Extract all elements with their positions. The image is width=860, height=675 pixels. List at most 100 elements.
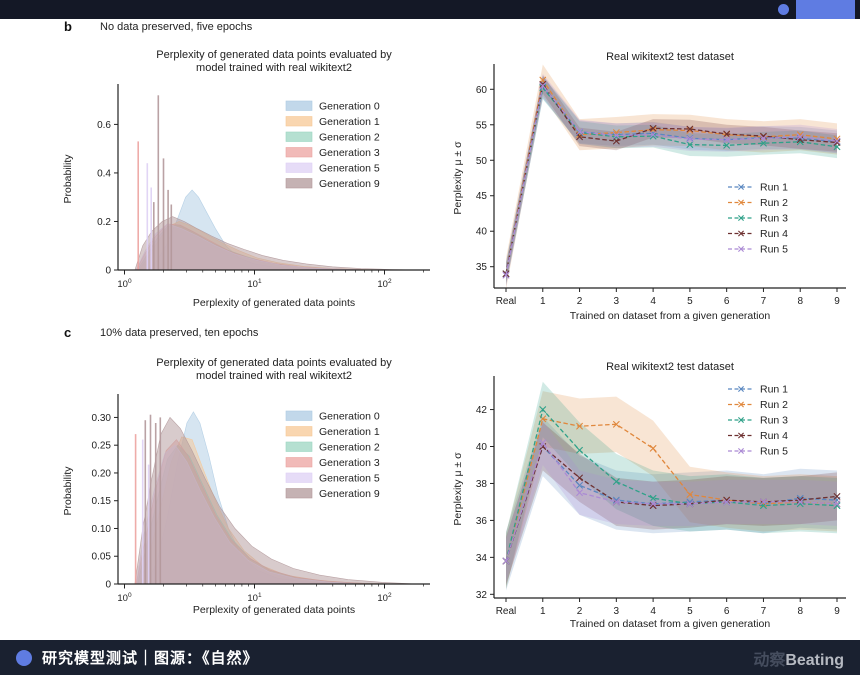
svg-text:Trained on dataset from a give: Trained on dataset from a given generati… — [570, 618, 771, 630]
hist_b-svg: 100 101 102 Perplexity of generated data po… — [62, 49, 430, 309]
svg-text:Run 2: Run 2 — [760, 197, 788, 209]
svg-text:38: 38 — [476, 479, 488, 490]
svg-text:4: 4 — [650, 606, 656, 617]
svg-text:0.25: 0.25 — [92, 441, 112, 452]
svg-text:7: 7 — [761, 606, 767, 617]
svg-text:Run 3: Run 3 — [760, 415, 788, 427]
svg-text:Trained on dataset from a give: Trained on dataset from a given generati… — [570, 310, 771, 322]
svg-text:0.05: 0.05 — [92, 552, 112, 563]
line-chart-panel-b: Real 1 2 3 4 5 6 7 8 9 Real wikitext2 test dataset… — [448, 46, 860, 324]
svg-text:5: 5 — [687, 296, 693, 307]
svg-text:0.4: 0.4 — [97, 168, 111, 179]
svg-text:9: 9 — [834, 296, 840, 307]
panel-b-subtitle: No data preserved, five epochs — [100, 21, 253, 33]
svg-text:3: 3 — [614, 606, 620, 617]
svg-text:0: 0 — [105, 580, 111, 591]
svg-text:Generation 0: Generation 0 — [319, 101, 380, 113]
svg-text:100: 100 — [117, 592, 132, 604]
svg-text:36: 36 — [476, 516, 488, 527]
svg-text:42: 42 — [476, 405, 488, 416]
svg-text:model trained with real wikite: model trained with real wikitext2 — [196, 62, 352, 74]
svg-text:Perplexity of generated data p: Perplexity of generated data points — [193, 297, 355, 309]
svg-text:100: 100 — [117, 278, 132, 290]
svg-text:Generation 1: Generation 1 — [319, 116, 380, 128]
svg-text:3: 3 — [614, 296, 620, 307]
hist_c-svg: 100 101 102 Perplexity of generated data po… — [62, 357, 430, 616]
brand-watermark: 动察Beating — [753, 646, 844, 670]
svg-text:60: 60 — [476, 85, 488, 96]
svg-text:Perplexity μ ± σ: Perplexity μ ± σ — [452, 452, 464, 526]
svg-text:102: 102 — [377, 592, 392, 604]
svg-text:9: 9 — [834, 606, 840, 617]
svg-text:7: 7 — [761, 296, 767, 307]
svg-text:6: 6 — [724, 296, 730, 307]
svg-text:0.20: 0.20 — [92, 468, 112, 479]
svg-text:Real: Real — [496, 296, 517, 307]
svg-text:34: 34 — [476, 553, 488, 564]
svg-text:Run 4: Run 4 — [760, 228, 788, 240]
svg-text:40: 40 — [476, 442, 488, 453]
svg-text:2: 2 — [577, 296, 583, 307]
svg-text:Generation 2: Generation 2 — [319, 132, 380, 144]
svg-text:model trained with real wikite: model trained with real wikitext2 — [196, 370, 352, 382]
svg-text:Run 4: Run 4 — [760, 430, 788, 442]
svg-text:40: 40 — [476, 227, 488, 238]
brand-en: Beating — [785, 651, 844, 669]
histogram-panel-b: 100 101 102 Perplexity of generated data po… — [58, 46, 440, 324]
svg-text:Run 1: Run 1 — [760, 384, 788, 396]
svg-text:0.6: 0.6 — [97, 120, 111, 131]
header-dot-icon — [778, 4, 789, 15]
svg-text:Run 5: Run 5 — [760, 446, 788, 458]
svg-text:102: 102 — [377, 278, 392, 290]
svg-text:35: 35 — [476, 262, 488, 273]
header-pill — [796, 0, 855, 19]
brand-cn: 动察 — [753, 651, 786, 669]
svg-text:Perplexity μ ± σ: Perplexity μ ± σ — [452, 141, 464, 215]
caption-text: 研究模型测试｜图源：《自然》 — [42, 650, 259, 667]
svg-text:45: 45 — [476, 191, 488, 202]
svg-text:101: 101 — [247, 592, 262, 604]
caption-bar: 研究模型测试｜图源：《自然》 动察Beating — [0, 640, 860, 675]
line-chart-panel-c: Real 1 2 3 4 5 6 7 8 9 Real wikitext2 test dataset… — [448, 356, 860, 634]
svg-text:0.30: 0.30 — [92, 413, 112, 424]
svg-text:Real: Real — [496, 606, 517, 617]
svg-text:Generation 5: Generation 5 — [319, 163, 380, 175]
panel-c-label: c — [64, 325, 72, 340]
svg-text:Probability: Probability — [62, 154, 74, 204]
svg-text:Run 5: Run 5 — [760, 244, 788, 256]
svg-text:0: 0 — [105, 266, 111, 277]
svg-text:6: 6 — [724, 606, 730, 617]
svg-text:Real wikitext2 test dataset: Real wikitext2 test dataset — [606, 51, 734, 63]
svg-text:5: 5 — [687, 606, 693, 617]
svg-text:0.15: 0.15 — [92, 496, 112, 507]
svg-text:Perplexity of generated data p: Perplexity of generated data points eval… — [156, 357, 392, 369]
svg-text:8: 8 — [797, 296, 803, 307]
svg-text:0.2: 0.2 — [97, 217, 111, 228]
svg-text:50: 50 — [476, 156, 488, 167]
svg-text:Run 3: Run 3 — [760, 213, 788, 225]
svg-text:32: 32 — [476, 590, 488, 601]
svg-text:Generation 2: Generation 2 — [319, 442, 380, 454]
svg-text:101: 101 — [247, 278, 262, 290]
panel-b-label: b — [64, 19, 72, 34]
svg-text:Generation 9: Generation 9 — [319, 178, 380, 190]
svg-text:Run 2: Run 2 — [760, 399, 788, 411]
svg-text:Run 1: Run 1 — [760, 182, 788, 194]
caption-bullet-icon — [16, 649, 32, 666]
svg-text:4: 4 — [650, 296, 656, 307]
svg-text:Generation 3: Generation 3 — [319, 147, 380, 159]
svg-text:55: 55 — [476, 120, 488, 131]
svg-text:1: 1 — [540, 606, 546, 617]
svg-text:0.10: 0.10 — [92, 524, 112, 535]
window-top-bar — [0, 0, 860, 19]
svg-text:Perplexity of generated data p: Perplexity of generated data points eval… — [156, 49, 392, 61]
svg-text:Generation 0: Generation 0 — [319, 411, 380, 423]
svg-text:Probability: Probability — [62, 466, 74, 516]
svg-text:Perplexity of generated data p: Perplexity of generated data points — [193, 604, 355, 616]
svg-text:1: 1 — [540, 296, 546, 307]
svg-text:Generation 5: Generation 5 — [319, 473, 380, 485]
panel-c-subtitle: 10% data preserved, ten epochs — [100, 327, 259, 339]
